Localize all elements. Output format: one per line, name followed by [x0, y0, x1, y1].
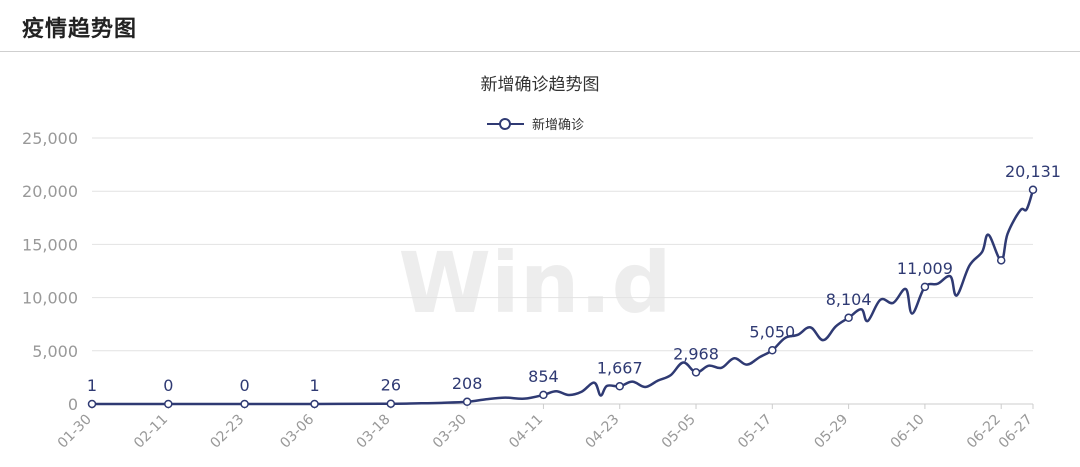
x-tick-label: 06-22	[964, 412, 1004, 452]
data-point	[240, 399, 249, 409]
data-label: 0	[240, 376, 250, 395]
data-label: 208	[452, 374, 483, 393]
watermark-text: Win.d	[398, 234, 671, 332]
data-point	[996, 256, 1006, 265]
data-label: 2,968	[673, 344, 719, 363]
y-tick-label: 20,000	[22, 182, 78, 201]
series-line-新增确诊	[91, 189, 1035, 406]
legend-label: 新增确诊	[532, 117, 584, 133]
x-tick-label: 05-29	[811, 412, 851, 452]
page-header: 疫情趋势图	[0, 0, 1080, 52]
data-point	[844, 313, 853, 323]
y-tick-label: 0	[68, 395, 78, 414]
data-point	[539, 390, 548, 400]
x-tick-label: 02-11	[131, 412, 171, 452]
data-point	[920, 282, 930, 292]
y-tick-label: 25,000	[22, 129, 78, 148]
x-tick-label: 03-18	[354, 412, 394, 452]
data-label: 5,050	[749, 322, 795, 341]
x-tick-label: 04-11	[506, 412, 546, 452]
x-tick-label: 05-05	[659, 412, 699, 452]
data-label: 0	[163, 376, 173, 395]
data-label: 8,104	[826, 290, 872, 309]
data-point	[691, 368, 701, 377]
data-label: 26	[381, 376, 401, 395]
data-label: 11,009	[897, 259, 953, 278]
data-label: 1	[87, 376, 97, 395]
data-point	[1028, 185, 1038, 195]
x-tick-label: 02-23	[207, 412, 247, 452]
x-tick-label: 03-30	[430, 412, 470, 452]
x-tick-label: 01-30	[55, 412, 95, 452]
x-tick-label: 06-27	[996, 412, 1036, 452]
page-title: 疫情趋势图	[22, 17, 138, 42]
data-label: 1,667	[597, 358, 643, 377]
y-tick-label: 15,000	[22, 235, 78, 254]
x-tick-label: 05-17	[735, 412, 775, 452]
x-tick-label: 04-23	[582, 412, 622, 452]
data-point	[386, 399, 396, 408]
data-label: 1	[309, 376, 319, 395]
data-point	[164, 399, 173, 409]
data-point	[615, 382, 624, 391]
y-tick-label: 10,000	[22, 289, 78, 308]
chart-title: 新增确诊趋势图	[481, 75, 600, 95]
data-point	[768, 346, 777, 355]
x-tick-label: 03-06	[277, 411, 317, 451]
data-label: 20,131	[1005, 162, 1061, 181]
data-point	[310, 399, 319, 409]
data-point	[462, 397, 472, 407]
data-label: 854	[528, 367, 559, 386]
legend-marker-swatch	[499, 118, 511, 130]
data-point	[87, 399, 97, 409]
y-tick-label: 5,000	[32, 342, 78, 361]
x-tick-label: 06-10	[888, 412, 928, 452]
